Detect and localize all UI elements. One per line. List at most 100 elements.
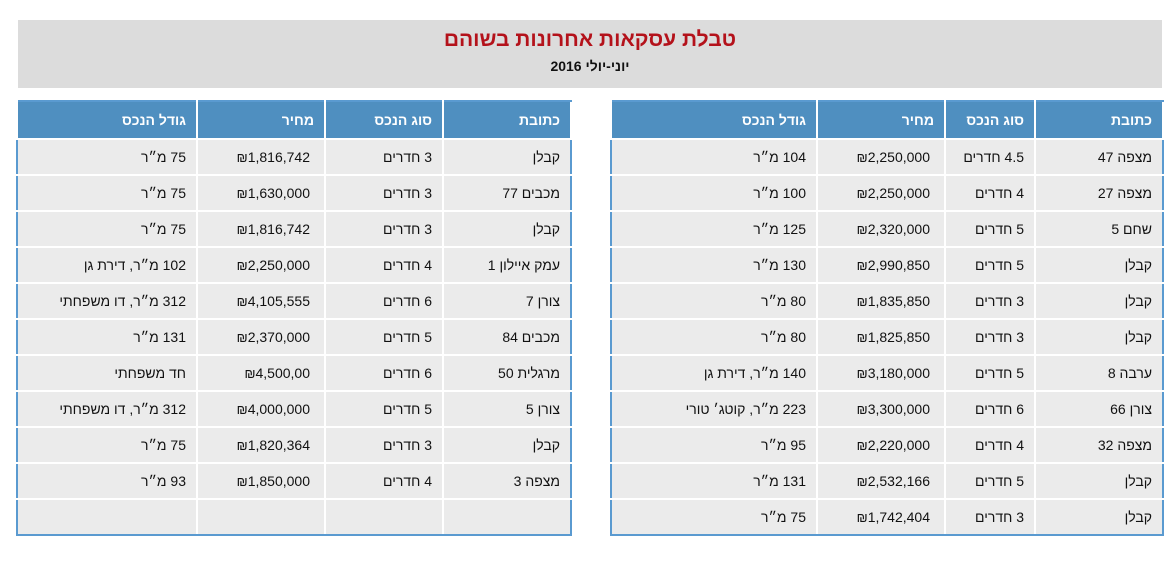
property-size-cell: 104 מ״ר [610, 138, 818, 176]
address-cell: מצפה 3 [442, 462, 572, 500]
price-cell: ₪2,250,000 [196, 246, 326, 284]
price-value: 3,180,000 [867, 365, 930, 381]
price-value: 1,820,364 [247, 437, 310, 453]
column-header-type: סוג הנכס [944, 100, 1036, 140]
table-row: קבלן 5 חדרים ₪2,990,850 130 מ״ר [610, 246, 1164, 284]
column-header-type: סוג הנכס [324, 100, 444, 140]
property-size-cell: 223 מ״ר, קוטג׳ טורי [610, 390, 818, 428]
address-cell: קבלן [442, 138, 572, 176]
address-cell: צורן 7 [442, 282, 572, 320]
title-band: טבלת עסקאות אחרונות בשוהם יוני-יולי 2016 [18, 20, 1162, 88]
price-cell: ₪1,825,850 [816, 318, 946, 356]
property-size-cell: 100 מ״ר [610, 174, 818, 212]
property-type-cell: 3 חדרים [944, 498, 1036, 536]
shekel-symbol: ₪ [856, 330, 868, 345]
price-cell: ₪3,300,000 [816, 390, 946, 428]
property-type-cell: 3 חדרים [324, 138, 444, 176]
price-cell: ₪4,000,000 [196, 390, 326, 428]
price-cell: ₪3,180,000 [816, 354, 946, 392]
price-cell: ₪2,320,000 [816, 210, 946, 248]
price-value: 4,105,555 [247, 293, 310, 309]
price-cell: ₪2,990,850 [816, 246, 946, 284]
price-value: 1,825,850 [867, 329, 930, 345]
property-type-cell: 6 חדרים [324, 282, 444, 320]
address-cell: קבלן [442, 426, 572, 464]
column-header-size: גודל הנכס [610, 100, 818, 140]
shekel-symbol: ₪ [236, 150, 248, 165]
property-type-cell: 3 חדרים [324, 210, 444, 248]
column-header-price: מחיר [196, 100, 326, 140]
table-row: מצפה 27 4 חדרים ₪2,250,000 100 מ״ר [610, 174, 1164, 212]
table-row: קבלן 3 חדרים ₪1,816,742 75 מ״ר [16, 210, 572, 248]
shekel-symbol: ₪ [856, 222, 868, 237]
shekel-symbol: ₪ [856, 366, 868, 381]
address-cell: קבלן [1034, 462, 1164, 500]
shekel-symbol: ₪ [236, 186, 248, 201]
table-body-left: קבלן 3 חדרים ₪1,816,742 75 מ״ר מכבים 77 3 חדר… [16, 138, 572, 536]
price-value: 2,532,166 [867, 473, 930, 489]
shekel-symbol: ₪ [856, 258, 868, 273]
price-cell: ₪1,850,000 [196, 462, 326, 500]
address-cell: מכבים 84 [442, 318, 572, 356]
address-cell: מצפה 32 [1034, 426, 1164, 464]
price-value: 1,630,000 [247, 185, 310, 201]
price-value: 4,500,00 [255, 365, 311, 381]
property-size-cell: 75 מ״ר [16, 138, 198, 176]
table-row: קבלן 3 חדרים ₪1,816,742 75 מ״ר [16, 138, 572, 176]
table-row: מצפה 32 4 חדרים ₪2,220,000 95 מ״ר [610, 426, 1164, 464]
table-row: מכבים 77 3 חדרים ₪1,630,000 75 מ״ר [16, 174, 572, 212]
address-cell: עמק איילון 1 [442, 246, 572, 284]
price-value: 2,990,850 [867, 257, 930, 273]
property-type-cell: 3 חדרים [324, 174, 444, 212]
page-subtitle: יוני-יולי 2016 [550, 58, 630, 74]
deals-table-right: כתובת סוג הנכס מחיר גודל הנכס מצפה 47 4.5… [610, 100, 1164, 536]
shekel-symbol: ₪ [856, 186, 868, 201]
property-size-cell: 125 מ״ר [610, 210, 818, 248]
price-value: 1,816,742 [247, 149, 310, 165]
price-cell: ₪1,742,404 [816, 498, 946, 536]
table-row [16, 498, 572, 536]
property-type-cell: 5 חדרים [944, 246, 1036, 284]
shekel-symbol: ₪ [856, 438, 868, 453]
property-size-cell: 75 מ״ר [16, 210, 198, 248]
price-cell: ₪2,532,166 [816, 462, 946, 500]
property-type-cell: 4 חדרים [324, 462, 444, 500]
address-cell: מצפה 27 [1034, 174, 1164, 212]
price-value: 2,320,000 [867, 221, 930, 237]
address-cell [442, 498, 572, 536]
price-cell: ₪1,816,742 [196, 210, 326, 248]
property-type-cell: 4 חדרים [944, 174, 1036, 212]
shekel-symbol: ₪ [856, 402, 868, 417]
address-cell: צורן 66 [1034, 390, 1164, 428]
shekel-symbol: ₪ [236, 294, 248, 309]
property-type-cell: 5 חדרים [944, 210, 1036, 248]
property-type-cell: 6 חדרים [944, 390, 1036, 428]
table-row: צורן 66 6 חדרים ₪3,300,000 223 מ״ר, קוטג׳ ט… [610, 390, 1164, 428]
deals-table-left: כתובת סוג הנכס מחיר גודל הנכס קבלן 3 חדרי… [16, 100, 572, 536]
price-value: 1,850,000 [247, 473, 310, 489]
table-body-right: מצפה 47 4.5 חדרים ₪2,250,000 104 מ״ר מצפה 27… [610, 138, 1164, 536]
table-row: מרגלית 50 6 חדרים ₪4,500,00 חד משפחתי [16, 354, 572, 392]
table-row: מצפה 47 4.5 חדרים ₪2,250,000 104 מ״ר [610, 138, 1164, 176]
address-cell: צורן 5 [442, 390, 572, 428]
property-type-cell: 4 חדרים [944, 426, 1036, 464]
property-size-cell: 75 מ״ר [16, 174, 198, 212]
price-cell [196, 498, 326, 536]
shekel-symbol: ₪ [856, 510, 868, 525]
address-cell: מרגלית 50 [442, 354, 572, 392]
property-type-cell: 5 חדרים [944, 462, 1036, 500]
table-header-row: כתובת סוג הנכס מחיר גודל הנכס [610, 100, 1164, 140]
property-size-cell: 312 מ״ר, דו משפחתי [16, 282, 198, 320]
price-value: 1,816,742 [247, 221, 310, 237]
price-value: 2,250,000 [247, 257, 310, 273]
shekel-symbol: ₪ [236, 438, 248, 453]
property-size-cell: 102 מ״ר, דירת גן [16, 246, 198, 284]
shekel-symbol: ₪ [236, 402, 248, 417]
property-size-cell: חד משפחתי [16, 354, 198, 392]
shekel-symbol: ₪ [236, 474, 248, 489]
property-size-cell: 131 מ״ר [16, 318, 198, 356]
